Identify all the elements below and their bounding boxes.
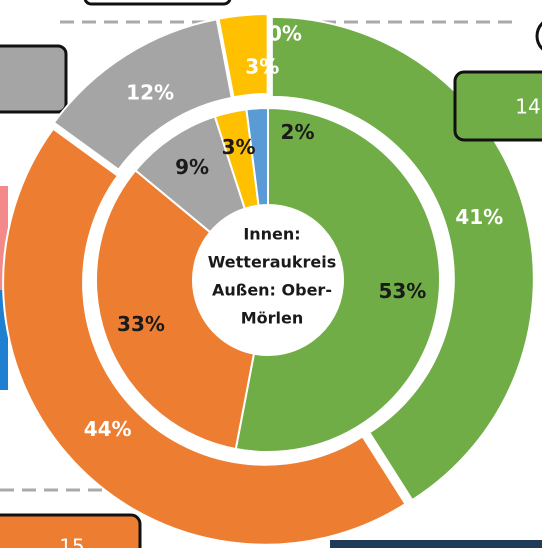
box-label: 15: [59, 535, 84, 548]
center-hole: [195, 207, 341, 353]
donut-slice: [52, 18, 233, 172]
donut-slice: [217, 13, 269, 99]
box-label: 14: [515, 95, 540, 119]
donut-slice: [234, 106, 442, 453]
top-box: [83, 0, 232, 6]
dark-bar: [330, 540, 542, 548]
data-label: 33%: [117, 312, 165, 336]
data-label: 0%: [268, 22, 302, 46]
green-box: [453, 70, 542, 142]
donut-slice: [245, 106, 269, 207]
data-label: 44%: [84, 417, 132, 441]
legend-bar: [0, 290, 8, 390]
center-text: Außen: Ober-: [212, 281, 332, 300]
data-label: 3%: [222, 135, 256, 159]
data-label: 41%: [455, 205, 503, 229]
donut-slice: [2, 127, 407, 546]
data-label: 9%: [175, 155, 209, 179]
legend-bar: [0, 186, 8, 290]
data-label: 53%: [378, 279, 426, 303]
data-label: 12%: [126, 81, 174, 105]
data-label: 2%: [281, 120, 315, 144]
data-label: 3%: [245, 54, 279, 78]
center-text: Wetteraukreis: [208, 253, 337, 272]
orange-box: [0, 513, 142, 548]
circle-fragment: [535, 21, 542, 51]
donut-slice: [95, 168, 256, 451]
center-text: Innen:: [243, 225, 300, 244]
center-text: Mörlen: [241, 309, 304, 328]
gray-box: [0, 44, 68, 114]
